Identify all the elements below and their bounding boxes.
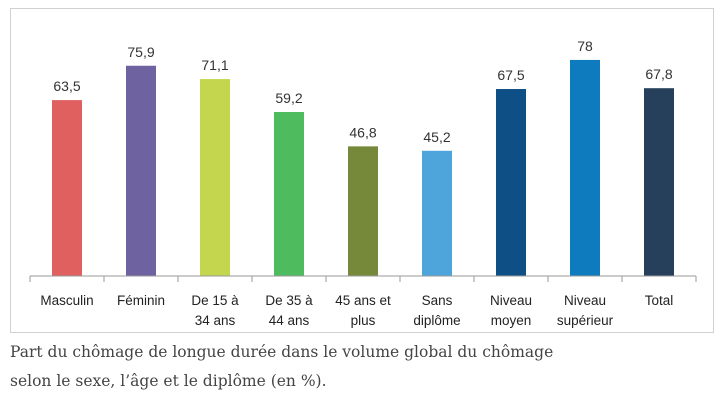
- x-tick-label: De 15 à: [191, 293, 239, 308]
- data-label: 71,1: [201, 57, 228, 73]
- bar: [570, 59, 600, 276]
- data-label: 46,8: [349, 124, 376, 140]
- bar: [52, 100, 82, 276]
- bar: [200, 79, 230, 276]
- x-tick-label: Féminin: [117, 293, 165, 308]
- bar: [496, 89, 526, 277]
- bar: [126, 65, 156, 277]
- x-tick-label: Masculin: [40, 293, 93, 308]
- data-label: 59,2: [275, 90, 302, 106]
- x-tick-label: 45 ans et: [335, 293, 391, 308]
- x-tick-label: Niveau: [564, 293, 606, 308]
- data-label: 45,2: [423, 129, 450, 145]
- chart-frame: [10, 8, 714, 333]
- data-label: 67,8: [645, 66, 672, 82]
- data-label: 63,5: [53, 78, 80, 94]
- x-tick-label: Sans: [422, 293, 453, 308]
- data-label: 75,9: [127, 44, 154, 60]
- bar: [274, 112, 304, 277]
- x-tick-label: Niveau: [490, 293, 532, 308]
- bar: [422, 150, 452, 276]
- x-tick-label: plus: [351, 313, 376, 328]
- data-label: 78: [577, 38, 593, 54]
- x-tick-label: De 35 à: [265, 293, 313, 308]
- caption-line-1: Part du chômage de longue durée dans le …: [10, 343, 554, 361]
- bar: [644, 88, 674, 276]
- x-tick-label: 44 ans: [269, 313, 310, 328]
- caption-line-2: selon le sexe, l’âge et le diplôme (en %…: [10, 372, 327, 390]
- x-tick-label: diplôme: [413, 313, 460, 328]
- bar: [348, 146, 378, 276]
- x-tick-label: supérieur: [557, 313, 614, 328]
- x-tick-label: 34 ans: [195, 313, 236, 328]
- x-tick-label: moyen: [491, 313, 532, 328]
- bar-chart: 63,5 Masculin 75,9 Féminin 71,1 De 15 à 34 ans…: [29, 38, 697, 328]
- x-tick-label: Total: [645, 293, 674, 308]
- data-label: 67,5: [497, 67, 524, 83]
